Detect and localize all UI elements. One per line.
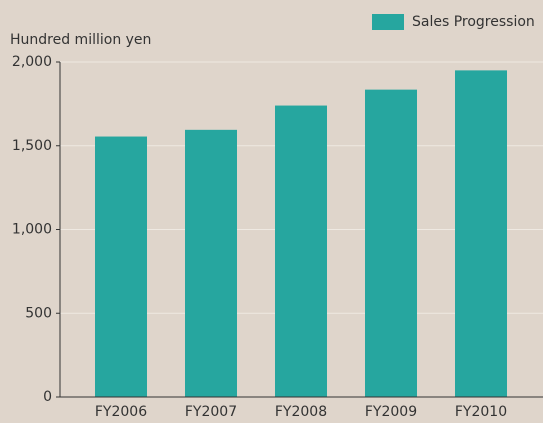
bar — [455, 70, 507, 397]
bar — [275, 105, 327, 398]
legend-swatch — [372, 14, 404, 30]
legend-label: Sales Progression — [412, 14, 535, 30]
x-tick-label: FY2008 — [275, 404, 327, 420]
x-tick-label: FY2010 — [455, 404, 507, 420]
bar — [95, 136, 147, 397]
bar — [185, 129, 237, 397]
y-tick-label: 1,500 — [12, 138, 52, 154]
y-tick-label: 2,000 — [12, 54, 52, 70]
y-axis-label: Hundred million yen — [10, 32, 151, 48]
x-tick-label: FY2009 — [365, 404, 417, 420]
bar — [365, 89, 417, 397]
y-tick-label: 500 — [25, 305, 52, 321]
y-tick-label: 1,000 — [12, 222, 52, 238]
x-tick-label: FY2006 — [95, 404, 147, 420]
x-tick-label: FY2007 — [185, 404, 237, 420]
y-tick-label: 0 — [43, 389, 52, 405]
